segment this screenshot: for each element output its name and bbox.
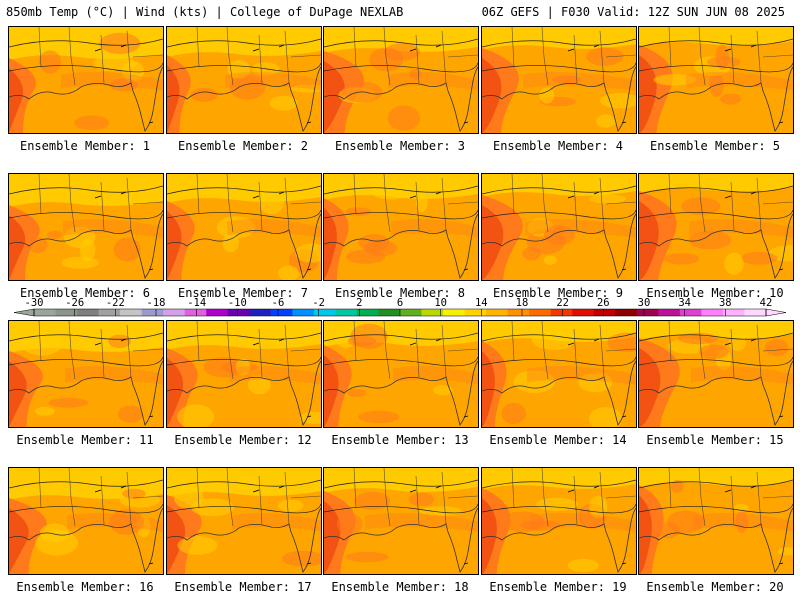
colorbar-segment <box>184 309 207 316</box>
ensemble-member-label: Ensemble Member: 3 <box>334 139 466 153</box>
colorbar-tick-label: -22 <box>106 297 125 309</box>
colorbar-segment <box>443 309 465 316</box>
colorbar-segment <box>77 309 99 316</box>
colorbar-tick-label: 18 <box>516 297 529 309</box>
colorbar-tick-label: 34 <box>678 297 691 309</box>
ensemble-member-label: Ensemble Member: 13 <box>331 433 469 447</box>
ensemble-member-map <box>481 467 637 575</box>
ensemble-member-label: Ensemble Member: 11 <box>16 433 154 447</box>
colorbar-segment <box>550 309 573 316</box>
ensemble-member-map <box>8 467 164 575</box>
ensemble-member-label: Ensemble Member: 9 <box>492 286 624 300</box>
ensemble-member-label: Ensemble Member: 14 <box>489 433 627 447</box>
ensemble-member-label: Ensemble Member: 16 <box>16 580 154 594</box>
valid-time: 06Z GEFS | F030 Valid: 12Z SUN JUN 08 20… <box>481 5 785 19</box>
ensemble-member-map <box>323 320 479 428</box>
colorbar-segment <box>141 309 164 316</box>
colorbar-tick-label: -10 <box>228 297 247 309</box>
colorbar-segment <box>356 309 379 316</box>
colorbar-segment <box>249 309 272 316</box>
ensemble-member-map <box>166 173 322 281</box>
colorbar-tick-label: -2 <box>312 297 325 309</box>
ensemble-member-label: Ensemble Member: 6 <box>19 286 151 300</box>
colorbar-segment <box>486 309 508 316</box>
ensemble-member-map <box>638 467 794 575</box>
ensemble-member-map <box>323 173 479 281</box>
colorbar-segment <box>120 309 142 316</box>
colorbar-tick-label: 2 <box>356 297 362 309</box>
ensemble-member-label: Ensemble Member: 7 <box>177 286 309 300</box>
ensemble-member-label: Ensemble Member: 19 <box>489 580 627 594</box>
ensemble-member-label: Ensemble Member: 4 <box>492 139 624 153</box>
colorbar-tick-label: 26 <box>597 297 610 309</box>
colorbar-tick-label: -14 <box>187 297 206 309</box>
colorbar-segment <box>206 309 229 316</box>
temperature-colorbar: -30 -26 -22 -18 -14 -10 -6 -2 2 6 10 14 18 22 26 30 34 38… <box>13 297 787 317</box>
ensemble-member-map <box>166 467 322 575</box>
colorbar-segment <box>615 309 638 316</box>
ensemble-member-map <box>166 320 322 428</box>
ensemble-member-label: Ensemble Member: 5 <box>649 139 781 153</box>
ensemble-member-label: Ensemble Member: 18 <box>331 580 469 594</box>
colorbar-segment <box>227 309 250 316</box>
ensemble-member-label: Ensemble Member: 12 <box>174 433 312 447</box>
ensemble-member-map <box>638 320 794 428</box>
colorbar-segment <box>572 309 595 316</box>
colorbar-segment <box>507 309 530 316</box>
colorbar-segment <box>679 309 702 316</box>
colorbar-tick-label: 42 <box>760 297 773 309</box>
colorbar-segment <box>270 309 293 316</box>
colorbar-segment <box>163 309 186 316</box>
colorbar-segment <box>658 309 681 316</box>
colorbar-tick-label: 22 <box>556 297 569 309</box>
ensemble-member-label: Ensemble Member: 10 <box>646 286 784 300</box>
ensemble-member-map <box>481 26 637 134</box>
colorbar-segment <box>744 309 767 316</box>
colorbar-segment <box>529 309 552 316</box>
colorbar-tick-label: 38 <box>719 297 732 309</box>
ensemble-member-label: Ensemble Member: 20 <box>646 580 784 594</box>
colorbar-segment <box>701 309 724 316</box>
ensemble-member-label: Ensemble Member: 8 <box>334 286 466 300</box>
ensemble-member-map <box>323 26 479 134</box>
ensemble-member-map <box>8 26 164 134</box>
ensemble-member-label: Ensemble Member: 2 <box>177 139 309 153</box>
colorbar-tick-label: -6 <box>272 297 285 309</box>
colorbar-segment <box>378 309 401 316</box>
colorbar-segment <box>421 309 444 316</box>
ensemble-member-map <box>638 26 794 134</box>
colorbar-segment <box>55 309 78 316</box>
colorbar-tick-label: 30 <box>638 297 651 309</box>
colorbar-segment <box>335 309 358 316</box>
ensemble-member-map <box>323 467 479 575</box>
ensemble-member-map <box>481 173 637 281</box>
colorbar-tick-label: 6 <box>397 297 403 309</box>
colorbar-segment <box>34 309 56 316</box>
colorbar-segment <box>400 309 422 316</box>
colorbar-segment <box>464 309 487 316</box>
colorbar-segment <box>98 309 121 316</box>
ensemble-member-map <box>166 26 322 134</box>
colorbar-tick-label: -30 <box>25 297 44 309</box>
colorbar-segment <box>313 309 336 316</box>
colorbar-tick-label: -18 <box>147 297 166 309</box>
map-title: 850mb Temp (°C) | Wind (kts) | College o… <box>6 5 404 19</box>
colorbar-tick-label: -26 <box>65 297 84 309</box>
colorbar-segment <box>593 309 616 316</box>
ensemble-member-map <box>8 173 164 281</box>
colorbar-low-arrow <box>13 308 35 317</box>
ensemble-member-label: Ensemble Member: 15 <box>646 433 784 447</box>
colorbar-high-arrow <box>765 308 787 317</box>
ensemble-member-map <box>8 320 164 428</box>
colorbar-segment <box>636 309 659 316</box>
colorbar-tick-label: 10 <box>434 297 447 309</box>
ensemble-member-label: Ensemble Member: 17 <box>174 580 312 594</box>
ensemble-member-label: Ensemble Member: 1 <box>19 139 151 153</box>
ensemble-member-map <box>481 320 637 428</box>
colorbar-segment <box>292 309 315 316</box>
colorbar-tick-label: 14 <box>475 297 488 309</box>
ensemble-member-map <box>638 173 794 281</box>
colorbar-segment <box>722 309 745 316</box>
